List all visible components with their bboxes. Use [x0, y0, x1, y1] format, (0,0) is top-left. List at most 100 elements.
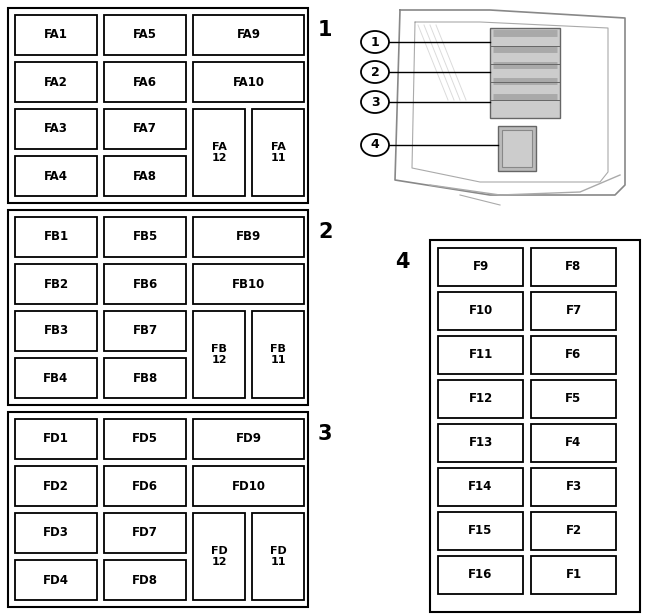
- Text: FB6: FB6: [133, 277, 157, 290]
- Ellipse shape: [361, 61, 389, 83]
- Bar: [502, 130, 532, 167]
- Bar: [193, 217, 304, 257]
- Text: F5: F5: [566, 392, 582, 405]
- Text: FA4: FA4: [44, 170, 68, 183]
- Bar: [531, 336, 616, 374]
- Bar: [252, 311, 304, 398]
- Text: 4: 4: [370, 138, 380, 151]
- Bar: [15, 264, 97, 304]
- Bar: [193, 513, 245, 600]
- Text: F13: F13: [469, 437, 493, 450]
- Text: FD
12: FD 12: [211, 546, 227, 567]
- Bar: [104, 419, 186, 459]
- Bar: [498, 126, 536, 171]
- Text: F2: F2: [566, 525, 582, 538]
- Text: FD3: FD3: [43, 526, 69, 539]
- Text: FD6: FD6: [132, 480, 158, 493]
- Bar: [104, 513, 186, 553]
- Bar: [193, 466, 304, 506]
- Bar: [193, 62, 304, 102]
- Bar: [252, 109, 304, 196]
- Text: F9: F9: [473, 261, 489, 274]
- Text: FD7: FD7: [132, 526, 158, 539]
- Text: FA
12: FA 12: [211, 142, 227, 163]
- Bar: [8, 210, 308, 405]
- Text: FA7: FA7: [133, 122, 157, 135]
- Bar: [104, 62, 186, 102]
- Text: F4: F4: [566, 437, 582, 450]
- Bar: [438, 292, 523, 330]
- Bar: [15, 311, 97, 351]
- Text: FA9: FA9: [237, 28, 261, 41]
- Bar: [438, 380, 523, 418]
- Bar: [104, 560, 186, 600]
- Bar: [193, 109, 245, 196]
- Bar: [15, 156, 97, 196]
- Text: 1: 1: [318, 20, 333, 40]
- Text: FD9: FD9: [235, 432, 261, 445]
- Bar: [15, 358, 97, 398]
- Bar: [104, 466, 186, 506]
- Bar: [15, 560, 97, 600]
- Bar: [8, 412, 308, 607]
- Bar: [531, 424, 616, 462]
- Bar: [438, 512, 523, 550]
- Text: F16: F16: [468, 568, 493, 582]
- Bar: [15, 109, 97, 149]
- Text: FD8: FD8: [132, 574, 158, 587]
- Bar: [531, 380, 616, 418]
- Text: FB9: FB9: [236, 231, 261, 244]
- Bar: [104, 358, 186, 398]
- Text: F11: F11: [469, 349, 493, 362]
- Text: 2: 2: [318, 222, 333, 242]
- Bar: [252, 513, 304, 600]
- Text: FB2: FB2: [44, 277, 68, 290]
- Bar: [438, 468, 523, 506]
- Bar: [104, 217, 186, 257]
- Text: FB
11: FB 11: [270, 344, 286, 365]
- Bar: [193, 419, 304, 459]
- Bar: [193, 264, 304, 304]
- Text: FD2: FD2: [43, 480, 69, 493]
- Bar: [104, 156, 186, 196]
- Text: FB7: FB7: [133, 325, 157, 338]
- Text: FD1: FD1: [43, 432, 69, 445]
- Text: FA8: FA8: [133, 170, 157, 183]
- Text: F8: F8: [566, 261, 582, 274]
- Text: FA3: FA3: [44, 122, 68, 135]
- Bar: [490, 28, 560, 118]
- Text: FD
11: FD 11: [270, 546, 287, 567]
- Text: F10: F10: [469, 304, 493, 317]
- Bar: [430, 240, 640, 612]
- Text: FB1: FB1: [44, 231, 68, 244]
- Bar: [104, 311, 186, 351]
- Text: FB
12: FB 12: [211, 344, 227, 365]
- Text: FD10: FD10: [231, 480, 265, 493]
- Bar: [193, 311, 245, 398]
- Ellipse shape: [361, 134, 389, 156]
- Text: 2: 2: [370, 66, 380, 79]
- Text: FB4: FB4: [44, 371, 69, 384]
- Bar: [8, 8, 308, 203]
- Bar: [104, 109, 186, 149]
- Text: FB3: FB3: [44, 325, 68, 338]
- Bar: [438, 248, 523, 286]
- Text: FA
11: FA 11: [270, 142, 286, 163]
- Text: 3: 3: [318, 424, 333, 444]
- Text: FA6: FA6: [133, 76, 157, 89]
- Text: FD5: FD5: [132, 432, 158, 445]
- Text: FB10: FB10: [232, 277, 265, 290]
- Bar: [531, 248, 616, 286]
- Text: F3: F3: [566, 480, 582, 493]
- Bar: [15, 513, 97, 553]
- Bar: [531, 292, 616, 330]
- Text: 4: 4: [395, 252, 410, 272]
- Bar: [438, 556, 523, 594]
- Text: F6: F6: [566, 349, 582, 362]
- Bar: [193, 15, 304, 55]
- Text: F1: F1: [566, 568, 582, 582]
- Text: FA10: FA10: [233, 76, 265, 89]
- Bar: [15, 15, 97, 55]
- Text: FB5: FB5: [133, 231, 157, 244]
- Text: FA1: FA1: [44, 28, 68, 41]
